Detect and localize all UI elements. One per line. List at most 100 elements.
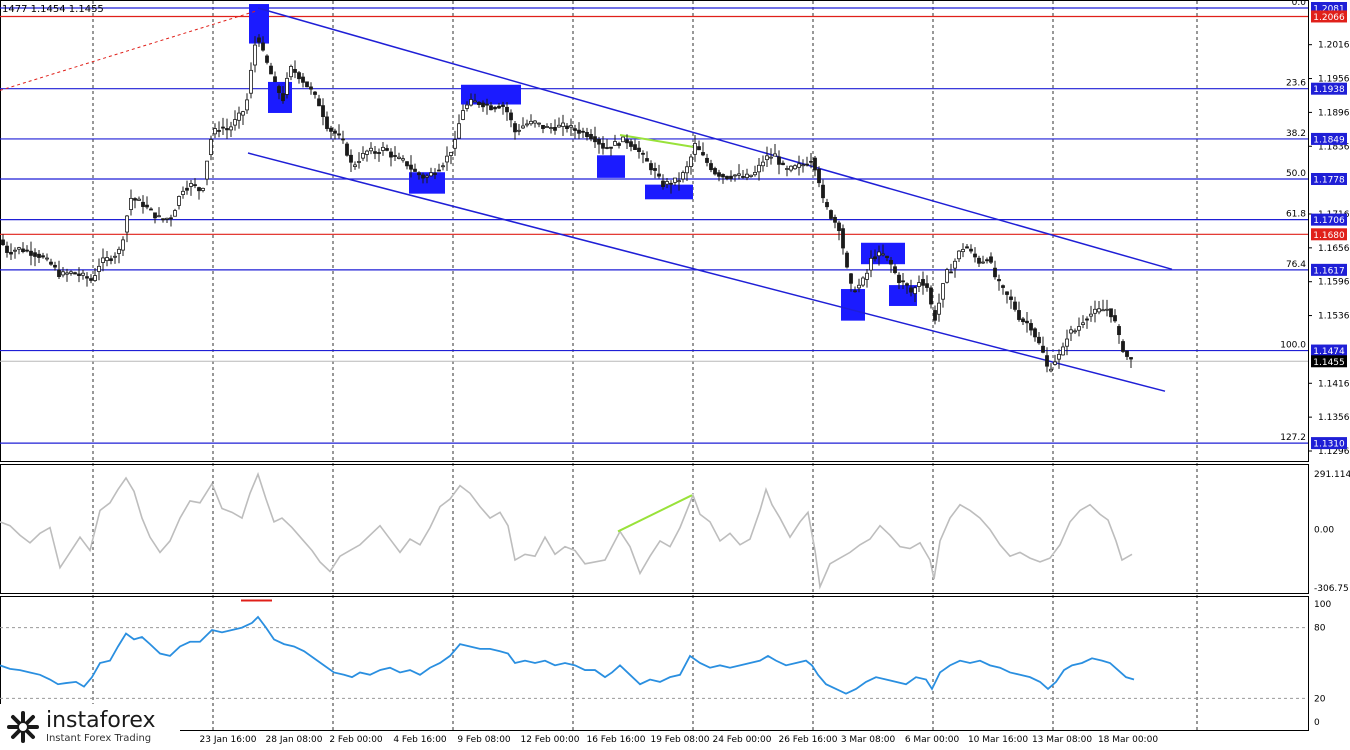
fib-price-badge-text: 1.1310 (1313, 440, 1345, 450)
candle-body (413, 168, 417, 172)
candle-body (1101, 309, 1105, 312)
candle-body (937, 302, 941, 315)
candle-body (261, 42, 265, 51)
candle-body (797, 163, 801, 168)
candle-body (249, 69, 253, 94)
candle-body (625, 139, 629, 144)
candle-body (481, 102, 485, 108)
candle-body (529, 120, 533, 125)
instaforex-logo-icon (6, 710, 40, 744)
candle-body (297, 72, 301, 80)
candle-body (721, 174, 725, 178)
candle-body (189, 183, 193, 187)
candle-body (409, 164, 413, 170)
candle-body (1109, 308, 1113, 318)
candle-body (429, 172, 433, 177)
candle-body (25, 249, 29, 252)
candle-body (921, 279, 925, 286)
candle-body (85, 276, 89, 279)
candle-body (281, 93, 285, 102)
candle-body (829, 210, 833, 219)
candle-body (465, 104, 469, 109)
candle-body (285, 77, 289, 95)
candle-body (509, 112, 513, 121)
candle-body (905, 283, 909, 286)
candle-body (1097, 308, 1101, 313)
candle-body (245, 99, 249, 111)
price-tick-label: 1.1956 (1318, 75, 1350, 85)
ohlc-readout: 1477 1.1454 1.1455 (2, 4, 104, 15)
candle-body (581, 130, 585, 133)
candle-body (217, 130, 221, 132)
candle-body (301, 76, 305, 83)
candle-body (269, 65, 273, 75)
candle-body (613, 141, 617, 146)
candle-body (93, 275, 97, 281)
candle-body (749, 174, 753, 177)
logo-tagline: Instant Forex Trading (46, 733, 152, 744)
candle-body (477, 101, 481, 105)
candle-body (21, 248, 25, 253)
candle-body (805, 163, 809, 166)
candle-body (769, 156, 773, 159)
x-tick-label: 6 Mar 00:00 (905, 735, 960, 745)
candle-body (1029, 323, 1033, 331)
candle-body (373, 151, 377, 154)
candle-body (37, 253, 41, 258)
candle-body (909, 287, 913, 293)
candle-body (577, 129, 581, 134)
candle-body (849, 273, 853, 284)
rsi-indicator: 100 80 20 0 (0, 599, 1331, 728)
dotted-trend-line (0, 10, 256, 91)
candle-body (437, 169, 441, 172)
candle-body (777, 156, 781, 165)
fib-level-label: 100.0 (1280, 341, 1306, 351)
candle-body (209, 139, 213, 156)
candle-body (517, 129, 521, 132)
candle-body (161, 218, 165, 221)
chart-frames (0, 0, 1309, 731)
candle-body (345, 143, 349, 156)
candle-body (597, 138, 601, 145)
candle-body (497, 105, 501, 109)
candle-body (929, 287, 933, 305)
fib-level-label: 23.6 (1286, 79, 1306, 89)
candle-body (293, 69, 297, 73)
candle-body (97, 265, 101, 272)
candle-body (525, 123, 529, 126)
candle-body (117, 248, 121, 254)
candle-body (17, 247, 21, 250)
candle-body (901, 280, 905, 283)
x-tick-label: 13 Mar 08:00 (1032, 735, 1092, 745)
fib-level-label: 127.2 (1280, 433, 1306, 443)
rsi-panel-frame (0, 596, 1309, 731)
candle-body (873, 256, 877, 260)
fib-level-label: 76.4 (1286, 260, 1306, 270)
candle-body (609, 146, 613, 149)
candle-body (869, 257, 873, 271)
candle-body (493, 106, 497, 110)
candle-body (985, 259, 989, 262)
fib-price-badge-text: 1.1778 (1313, 175, 1345, 185)
time-axis: 23 Jan 16:00 28 Jan 08:00 2 Feb 00:00 4 Feb… (200, 735, 1159, 745)
candle-body (589, 134, 593, 140)
price-tick-label: 1.1836 (1318, 142, 1350, 152)
candle-body (953, 260, 957, 269)
candle-body (897, 274, 901, 283)
fib-price-badge (1311, 263, 1347, 276)
candle-body (961, 249, 965, 253)
candle-body (941, 283, 945, 300)
candle-body (717, 172, 721, 177)
channel-line (257, 7, 1173, 271)
cci-tick-label: -306.75 (1314, 584, 1349, 594)
candle-body (885, 255, 889, 259)
candle-body (841, 228, 845, 249)
candle-body (949, 271, 953, 274)
price-axis: 1.20161.19561.18961.18361.17161.16561.15… (1308, 41, 1350, 457)
candle-body (13, 249, 17, 252)
x-tick-label: 23 Jan 16:00 (200, 735, 257, 745)
rsi-tick-label: 80 (1314, 624, 1326, 634)
candle-body (729, 175, 733, 179)
candle-body (341, 138, 345, 141)
candle-body (1061, 346, 1065, 356)
